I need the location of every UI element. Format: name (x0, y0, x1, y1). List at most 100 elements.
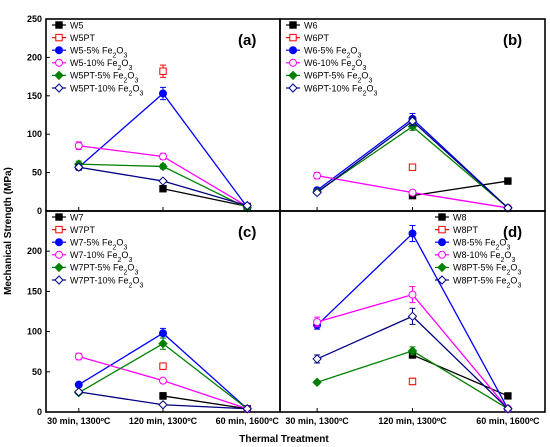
x-tick-label: 60 min, 1600ºC (476, 416, 540, 426)
legend-marker (438, 238, 446, 247)
series-2 (408, 377, 417, 386)
data-point (408, 163, 417, 171)
legend-entry: W8-10% Fe2O3 (453, 250, 515, 264)
legend-marker (289, 58, 297, 67)
panel-label: (a) (238, 32, 256, 49)
legend-marker (288, 70, 298, 81)
data-point (503, 203, 513, 213)
data-point (312, 377, 322, 387)
legend-entry: W8PT-5% Fe2O3 (453, 275, 521, 289)
legend-entry: W7PT-10% Fe2O3 (70, 275, 143, 289)
panel-label: (b) (503, 32, 522, 49)
data-point (74, 141, 83, 150)
data-point (159, 185, 167, 193)
data-point (159, 362, 167, 370)
y-tick-label: 0 (37, 206, 42, 216)
data-point (407, 346, 418, 356)
legend-marker (55, 238, 63, 247)
series-2 (159, 64, 167, 78)
x-tick-label: 30 min, 1300ºC (285, 416, 349, 426)
legend-marker (437, 275, 447, 285)
y-tick-label: 50 (32, 168, 42, 178)
legend-entry: W8PT (453, 225, 479, 235)
panel-label: (d) (503, 224, 522, 241)
data-point (159, 67, 167, 75)
x-tick-label: 60 min, 1600ºC (216, 416, 280, 426)
data-point (408, 290, 417, 299)
x-tick-label: 30 min, 1300ºC (47, 416, 111, 426)
legend-entry: W6PT-10% Fe2O3 (304, 83, 377, 97)
legend-marker (289, 21, 297, 29)
x-axis-label: Thermal Treatment (239, 434, 329, 445)
series-6 (74, 162, 252, 211)
legend-entry: W6-10% Fe2O3 (304, 58, 366, 72)
series-4 (313, 171, 512, 212)
legend-marker (54, 275, 64, 285)
y-tick-label: 100 (27, 327, 42, 337)
legend-marker (55, 225, 63, 234)
legend-marker (55, 58, 63, 67)
data-point (407, 121, 418, 132)
data-point (158, 338, 168, 349)
data-point (74, 380, 83, 389)
legend-marker (55, 33, 63, 42)
legend-entry: W7PT (70, 225, 96, 235)
data-point (159, 89, 167, 98)
legend-entry: W5 (70, 20, 84, 30)
legend-marker (55, 21, 63, 29)
legend-entry: W6PT (304, 33, 330, 43)
data-point (242, 200, 252, 211)
series-1 (408, 177, 512, 200)
data-point (74, 387, 84, 397)
legend-entry: W5PT-10% Fe2O3 (70, 83, 143, 97)
data-point (242, 404, 252, 414)
legend-entry: W7-10% Fe2O3 (70, 250, 132, 264)
legend-entry: W6-5% Fe2O3 (304, 46, 361, 60)
series-line (412, 354, 509, 397)
y-tick-label: 200 (27, 246, 42, 256)
legend-entry: W6 (304, 20, 318, 30)
x-tick-label: 120 min, 1300ºC (129, 416, 198, 426)
y-tick-label: 0 (37, 407, 42, 417)
data-point (313, 317, 322, 326)
series-6 (312, 307, 513, 414)
y-axis-label: Mechanical Strength (MPa) (3, 167, 14, 295)
legend-marker (438, 250, 446, 259)
data-point (74, 162, 84, 172)
data-point (313, 171, 322, 180)
chart-panels: 0 50 100 150 200 250 (a) W5 W5PT W5-5% Fe2O3W5-10… (27, 14, 546, 426)
panel-c: 0 50 100 150 200 30 min, 1300ºC 120 min, 1300º… (27, 210, 281, 426)
legend-marker (438, 225, 446, 234)
y-tick-label: 100 (27, 129, 42, 139)
data-point (408, 377, 417, 386)
data-point (504, 177, 512, 185)
legend-marker (289, 46, 297, 55)
legend-entry: W8 (453, 212, 467, 222)
data-point (407, 116, 418, 126)
data-point (407, 311, 418, 322)
data-point (408, 229, 417, 238)
legend-entry: W7-5% Fe2O3 (70, 238, 127, 252)
data-point (159, 152, 167, 161)
data-point (158, 176, 168, 186)
legend-entry: W5-10% Fe2O3 (70, 58, 132, 72)
series-6 (74, 387, 252, 414)
x-tick-label: 120 min, 1300ºC (378, 416, 447, 426)
legend-marker (55, 46, 63, 55)
panel-a: 0 50 100 150 200 250 (a) W5 W5PT W5-5% Fe2O3W5-10… (27, 14, 281, 216)
data-point (159, 392, 167, 400)
legend-marker (438, 213, 446, 221)
series-line (412, 180, 508, 197)
panel-d: 30 min, 1300ºC 120 min, 1300ºC 60 min, 160… (279, 210, 546, 426)
series-line (162, 395, 248, 410)
series-1 (159, 392, 251, 413)
series-2 (159, 362, 167, 370)
legend-entry: W8PT-5% Fe2O3 (453, 263, 521, 277)
legend-marker (54, 262, 64, 273)
legend-marker (288, 83, 298, 93)
series-2 (408, 163, 417, 171)
